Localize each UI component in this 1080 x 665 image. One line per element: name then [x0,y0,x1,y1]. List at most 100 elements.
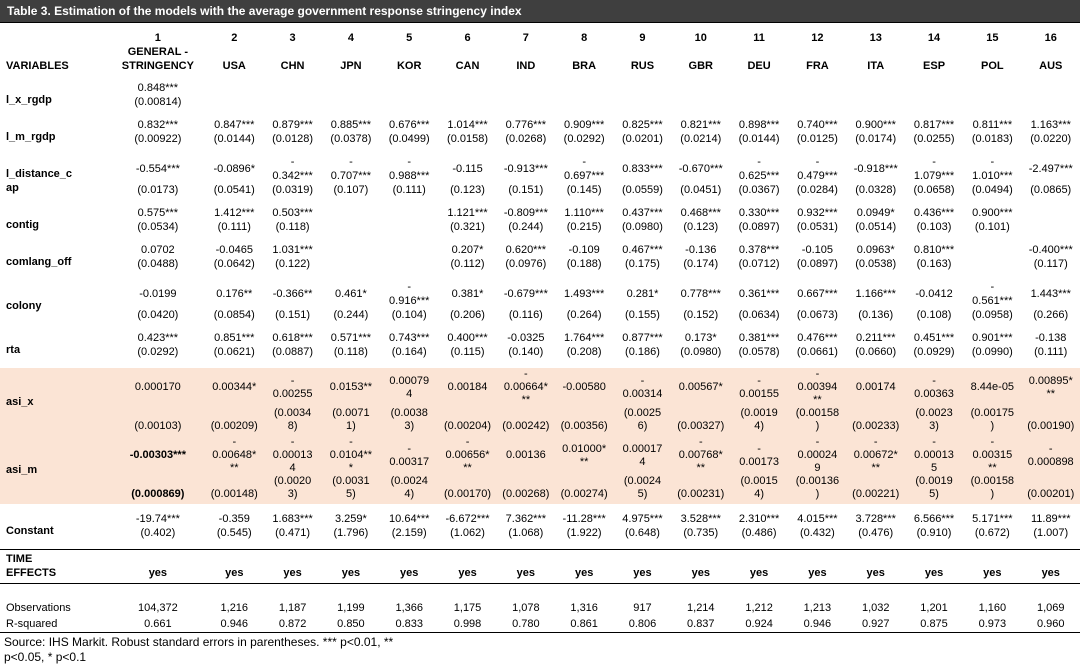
coef-cell: 2.310*** [730,512,788,526]
coef-cell [263,81,321,95]
coef-cell: -0.0465 [205,243,263,257]
se-cell: (0.00356) [555,407,613,436]
coef-cell: 0.211*** [847,331,905,345]
column-number: 16 [1022,25,1080,45]
column-number: 4 [322,25,380,45]
se-cell: (0.00201) [1022,475,1080,504]
coef-cell: 5.171*** [963,512,1021,526]
coef-cell: - 0.00314 [613,368,671,407]
se-cell [555,95,613,118]
stat-label: Observations [0,600,111,616]
stat-cell: 0.780 [497,616,555,633]
se-cell: (0.0034 8) [263,407,321,436]
stat-cell: 0.833 [380,616,438,633]
coef-cell: -0.913*** [497,155,555,183]
se-cell: (0.0559) [613,183,671,206]
coef-cell: 0.378*** [730,243,788,257]
column-number: 10 [672,25,730,45]
se-cell: (0.140) [497,345,555,368]
se-cell [788,95,846,118]
coef-cell: 0.885*** [322,118,380,132]
coef-cell: - 0.00024 9 [788,436,846,475]
stat-cell: 1,069 [1022,600,1080,616]
column-name: RUS [613,45,671,73]
coef-cell: 0.503*** [263,206,321,220]
stat-cell: 1,032 [847,600,905,616]
spacer [0,73,1080,81]
coef-cell: 0.0702 [111,243,206,257]
se-cell: (0.00231) [672,475,730,504]
se-cell: (0.00242) [497,407,555,436]
coef-cell: 1.163*** [1022,118,1080,132]
stat-cell: 0.946 [205,616,263,633]
coef-cell [555,81,613,95]
se-cell: (0.0024 5) [613,475,671,504]
coef-cell: -0.136 [672,243,730,257]
coef-cell: - 1.010*** [963,155,1021,183]
se-cell: (0.0038 3) [380,407,438,436]
stat-cell: 1,175 [438,600,496,616]
time-effects-cell: yes [555,550,613,584]
coef-cell: 0.847*** [205,118,263,132]
se-cell: (0.0976) [497,257,555,280]
se-cell: (0.0488) [111,257,206,280]
column-name: GENERAL - STRINGENCY [111,45,206,73]
stat-cell: 0.998 [438,616,496,633]
coef-cell: -0.0325 [497,331,555,345]
stat-cell: 0.850 [322,616,380,633]
se-cell: (0.402) [111,526,206,550]
se-cell: (0.00158 ) [963,475,1021,504]
coef-cell: 0.400*** [438,331,496,345]
se-cell: (0.118) [263,220,321,243]
se-cell: (0.0621) [205,345,263,368]
se-cell: (0.0897) [788,257,846,280]
se-cell: (0.00327) [672,407,730,436]
se-cell: (0.0128) [263,132,321,155]
se-cell: (0.0378) [322,132,380,155]
column-name: KOR [380,45,438,73]
stat-cell: 0.806 [613,616,671,633]
coef-cell: 0.330*** [730,206,788,220]
se-cell: (0.0031 5) [322,475,380,504]
coef-cell [205,81,263,95]
se-cell [847,95,905,118]
se-cell: (0.0284) [788,183,846,206]
column-name: ITA [847,45,905,73]
se-cell: (0.00204) [438,407,496,436]
row-label: asi_x [0,368,111,436]
coef-cell [380,81,438,95]
coef-cell: - 0.00394 ** [788,368,846,407]
coef-cell: 0.618*** [263,331,321,345]
coef-cell: 0.00174 [847,368,905,407]
time-effects-label: TIME EFFECTS [0,550,111,584]
se-cell: (0.0125) [788,132,846,155]
column-name: AUS [1022,45,1080,73]
coef-cell: 6.566*** [905,512,963,526]
se-cell: (0.432) [788,526,846,550]
coef-cell: 10.64*** [380,512,438,526]
se-cell: (0.145) [555,183,613,206]
se-cell: (0.0541) [205,183,263,206]
coef-cell: - 0.00013 5 [905,436,963,475]
coef-cell: 0.00136 [497,436,555,475]
se-cell: (0.0531) [788,220,846,243]
se-cell: (0.0255) [905,132,963,155]
se-cell: (0.545) [205,526,263,550]
coef-cell: 11.89*** [1022,512,1080,526]
coef-cell: -0.918*** [847,155,905,183]
coef-cell: 0.00567* [672,368,730,407]
coef-cell [1022,81,1080,95]
se-cell: (0.0328) [847,183,905,206]
coef-cell: 0.821*** [672,118,730,132]
coef-cell: 0.451*** [905,331,963,345]
spacer [0,504,1080,512]
se-cell: (0.266) [1022,308,1080,331]
stat-cell: 1,078 [497,600,555,616]
se-cell: (0.476) [847,526,905,550]
se-cell: (0.151) [263,308,321,331]
coef-cell: -0.0896* [205,155,263,183]
coef-cell: 1.412*** [205,206,263,220]
coef-cell: -0.809*** [497,206,555,220]
coef-cell: -0.400*** [1022,243,1080,257]
coef-cell: 0.437*** [613,206,671,220]
